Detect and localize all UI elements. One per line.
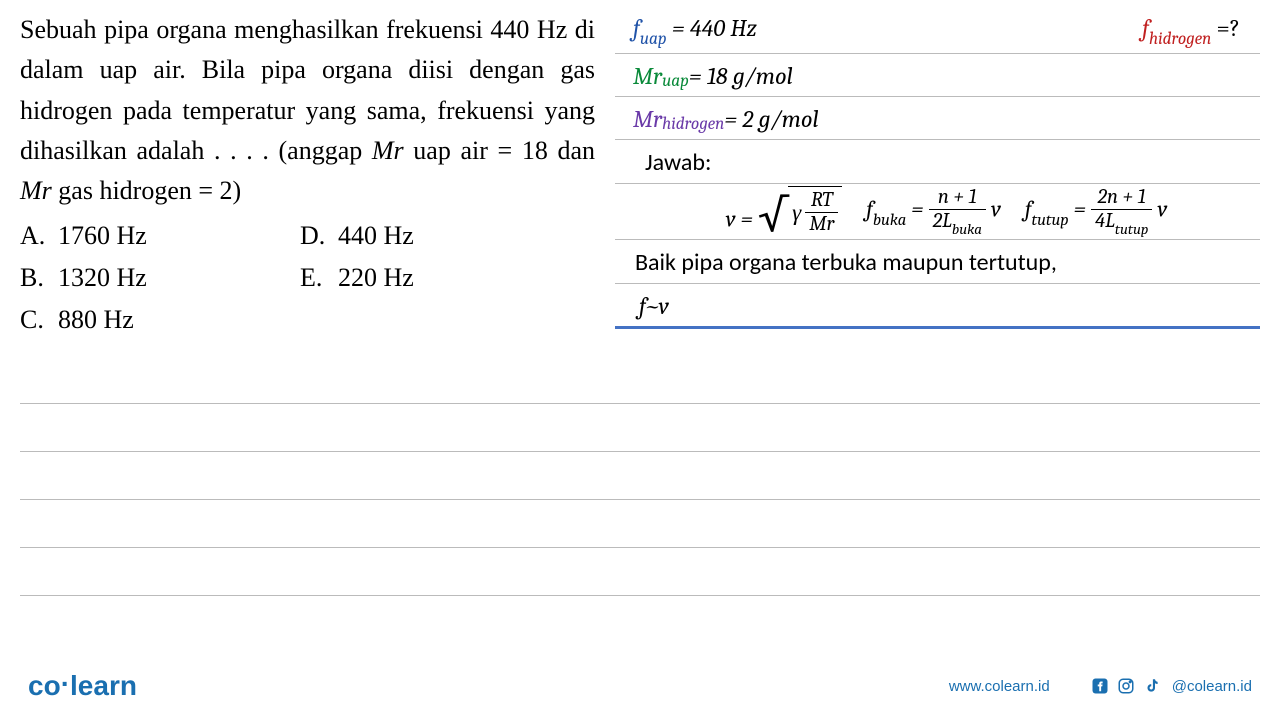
given-row-3: Mrhidrogen = 2 g/mol	[615, 97, 1260, 140]
option-b: 1320 Hz	[58, 263, 147, 292]
facebook-icon	[1090, 676, 1110, 696]
footer: co·learn www.colearn.id @colearn.id	[0, 670, 1280, 702]
footer-url: www.colearn.id	[949, 678, 1050, 695]
proportional-row: f~v	[615, 284, 1260, 329]
f-uap-var: f	[633, 14, 640, 42]
sqrt-icon: √	[758, 204, 788, 227]
answer-options: A.1760 Hz D.440 Hz B.1320 Hz E.220 Hz C.…	[20, 215, 595, 340]
mr-uap-var: Mr	[633, 62, 662, 90]
footer-handle: @colearn.id	[1172, 678, 1252, 695]
instagram-icon	[1116, 676, 1136, 696]
option-c: 880 Hz	[58, 305, 134, 334]
given-row-1: fuap = 440 Hz fhidrogen =?	[615, 10, 1260, 54]
option-e: 220 Hz	[338, 263, 414, 292]
question-text: Sebuah pipa organa menghasilkan frekuens…	[20, 10, 595, 211]
option-a: 1760 Hz	[58, 221, 147, 250]
option-d: 440 Hz	[338, 221, 414, 250]
baik-text: Baik pipa organa terbuka maupun tertutup…	[615, 240, 1260, 284]
jawab-label: Jawab:	[615, 140, 1260, 184]
tiktok-icon	[1142, 676, 1162, 696]
mr-h-var: Mr	[633, 105, 662, 133]
colearn-logo: co·learn	[28, 670, 137, 702]
given-row-2: Mruap = 18 g/mol	[615, 54, 1260, 97]
ruled-lines	[0, 356, 1280, 596]
f-hidrogen-var: f	[1142, 14, 1149, 42]
formula-row: v = √ γ RT Mr fbuka = n + 1 2Lb	[615, 184, 1260, 241]
